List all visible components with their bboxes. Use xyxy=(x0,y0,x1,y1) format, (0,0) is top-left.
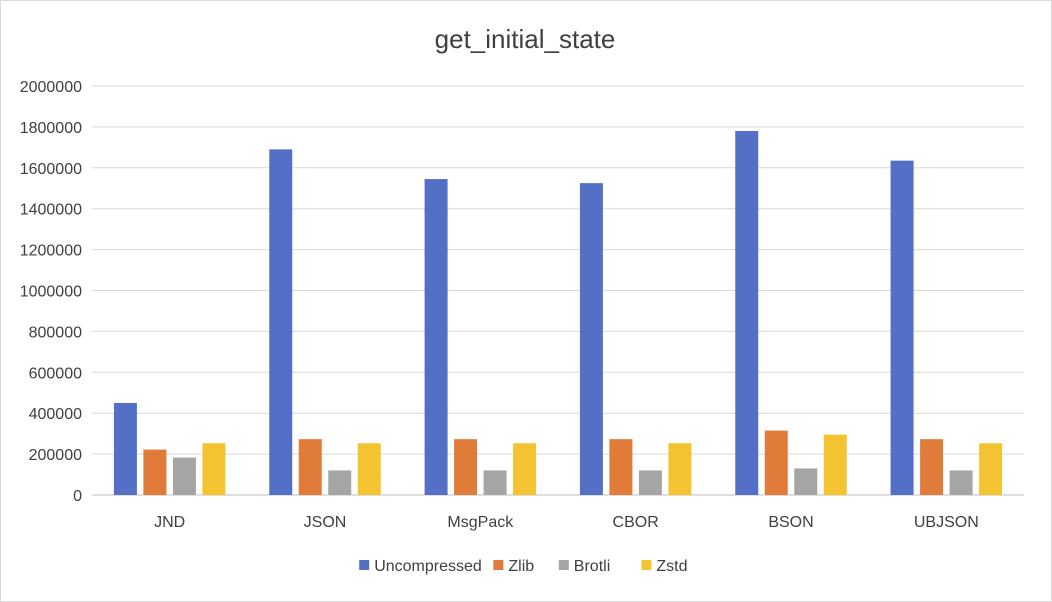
x-tick-label: CBOR xyxy=(613,514,659,531)
y-axis-ticks: 0 200000 400000 600000 800000 1000000 1200000 1… xyxy=(20,79,82,505)
bar-zstd-bson xyxy=(823,434,847,495)
bar-zlib-bson xyxy=(764,430,788,495)
x-tick-label: BSON xyxy=(768,514,813,531)
y-tick-label: 1200000 xyxy=(20,243,82,260)
bar-zlib-cbor xyxy=(609,439,633,495)
x-tick-label: MsgPack xyxy=(447,514,514,531)
bar-brotli-json xyxy=(328,470,352,495)
bar-zlib-msgpack xyxy=(454,439,478,495)
x-tick-label: UBJSON xyxy=(914,514,979,531)
bar-brotli-jnd xyxy=(172,457,196,495)
x-tick-label: JND xyxy=(154,514,185,531)
bar-brotli-msgpack xyxy=(483,470,507,495)
y-tick-label: 2000000 xyxy=(20,79,82,96)
bar-uncompressed-ubjson xyxy=(890,160,914,495)
bar-zstd-msgpack xyxy=(513,443,537,495)
legend-label-brotli: Brotli xyxy=(574,558,610,575)
gridlines xyxy=(92,85,1024,496)
y-tick-label: 0 xyxy=(73,488,82,505)
bar-uncompressed-cbor xyxy=(579,183,603,495)
y-tick-label: 1600000 xyxy=(20,161,82,178)
bars xyxy=(113,130,1003,496)
bar-zstd-ubjson xyxy=(979,443,1003,495)
bar-zlib-ubjson xyxy=(920,439,944,495)
y-tick-label: 400000 xyxy=(29,406,82,423)
legend-label-zstd: Zstd xyxy=(656,558,687,575)
bar-uncompressed-jnd xyxy=(113,402,137,495)
bar-uncompressed-bson xyxy=(735,130,759,496)
bar-uncompressed-msgpack xyxy=(424,179,448,496)
y-tick-label: 600000 xyxy=(29,365,82,382)
bar-zstd-json xyxy=(357,443,381,495)
chart-title: get_initial_state xyxy=(435,24,616,54)
bar-brotli-bson xyxy=(794,468,818,495)
legend-label-uncompressed: Uncompressed xyxy=(374,558,482,575)
bar-zlib-json xyxy=(298,439,322,495)
bar-brotli-ubjson xyxy=(949,470,973,495)
y-tick-label: 1400000 xyxy=(20,202,82,219)
legend-swatch-brotli xyxy=(558,560,569,570)
y-tick-label: 800000 xyxy=(29,324,82,341)
y-tick-label: 200000 xyxy=(29,447,82,464)
bar-uncompressed-json xyxy=(269,149,293,495)
legend-swatch-zstd xyxy=(641,560,652,570)
legend-swatch-zlib xyxy=(493,560,504,570)
bar-zstd-jnd xyxy=(202,443,226,495)
legend-swatch-uncompressed xyxy=(359,560,370,570)
x-axis-ticks: JND JSON MsgPack CBOR BSON UBJSON xyxy=(154,514,979,531)
legend-label-zlib: Zlib xyxy=(508,558,534,575)
y-tick-label: 1000000 xyxy=(20,284,82,301)
x-tick-label: JSON xyxy=(304,514,347,531)
bar-zstd-cbor xyxy=(668,443,692,495)
bar-brotli-cbor xyxy=(638,470,662,495)
legend: Uncompressed Zlib Brotli Zstd xyxy=(359,558,688,575)
bar-zlib-jnd xyxy=(143,449,167,495)
y-tick-label: 1800000 xyxy=(20,120,82,137)
